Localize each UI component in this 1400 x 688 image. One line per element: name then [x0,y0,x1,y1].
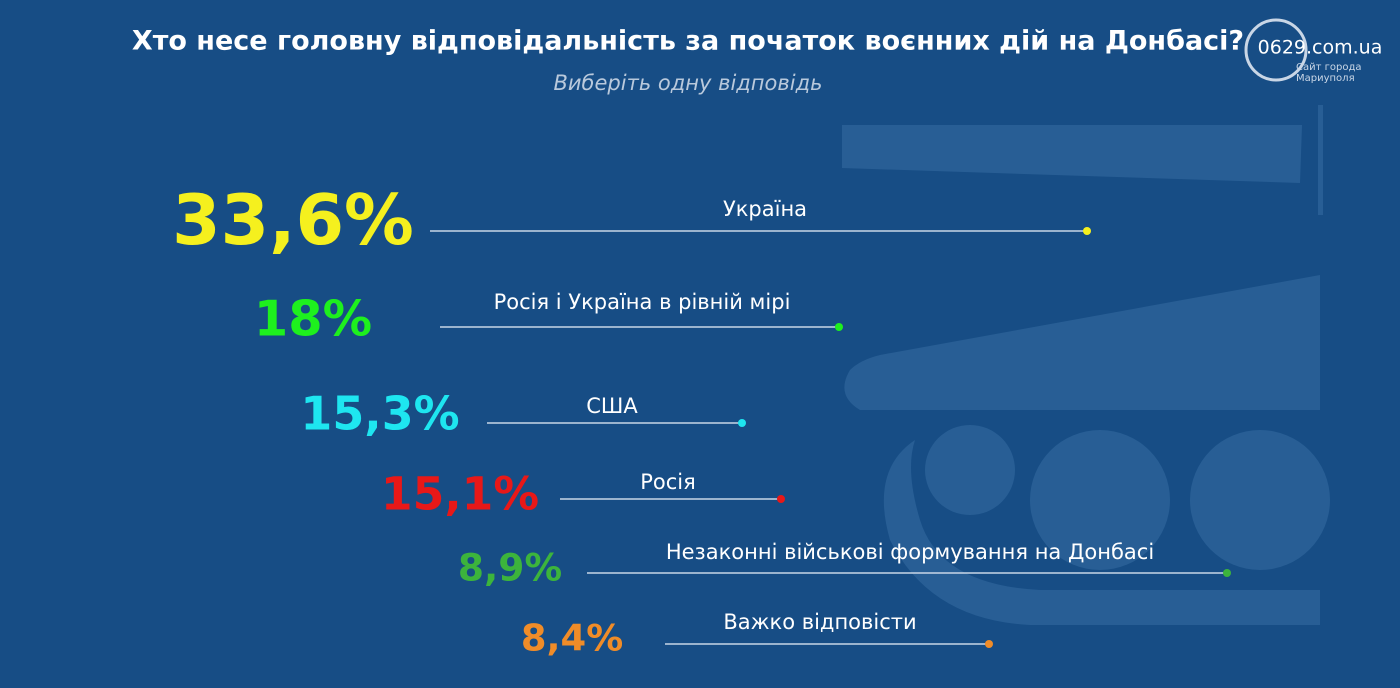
category-label: Україна [723,197,807,221]
leader-dot [1083,227,1091,235]
leader-dot [985,640,993,648]
value-label: 15,3% [300,387,459,441]
leader-dot [738,419,746,427]
leader-dot [835,323,843,331]
category-label: Росія і Україна в рівній мірі [494,290,791,314]
watermark: 0629.com.ua Сайт города Мариуполя [1244,18,1383,84]
leader-dot [777,495,785,503]
chart-title: Хто несе головну відповідальність за поч… [132,26,1244,57]
category-label: Росія [640,470,696,494]
watermark-caption: Мариуполя [1296,73,1355,84]
category-label: Незаконні військові формування на Донбас… [666,540,1154,564]
category-label: Важко відповісти [723,610,916,634]
value-label: 15,1% [381,468,539,521]
leader-dot [1223,569,1231,577]
watermark-caption: Сайт города [1296,62,1362,73]
value-label: 8,4% [521,617,623,660]
value-label: 8,9% [458,546,562,590]
value-label: 18% [254,290,372,348]
category-label: США [586,394,638,418]
watermark-site: 0629.com.ua [1258,37,1383,59]
chart-subtitle: Виберіть одну відповідь [554,71,823,95]
background-tank [842,105,1330,625]
value-label: 33,6% [172,180,414,261]
watermark-logo [1244,18,1308,82]
